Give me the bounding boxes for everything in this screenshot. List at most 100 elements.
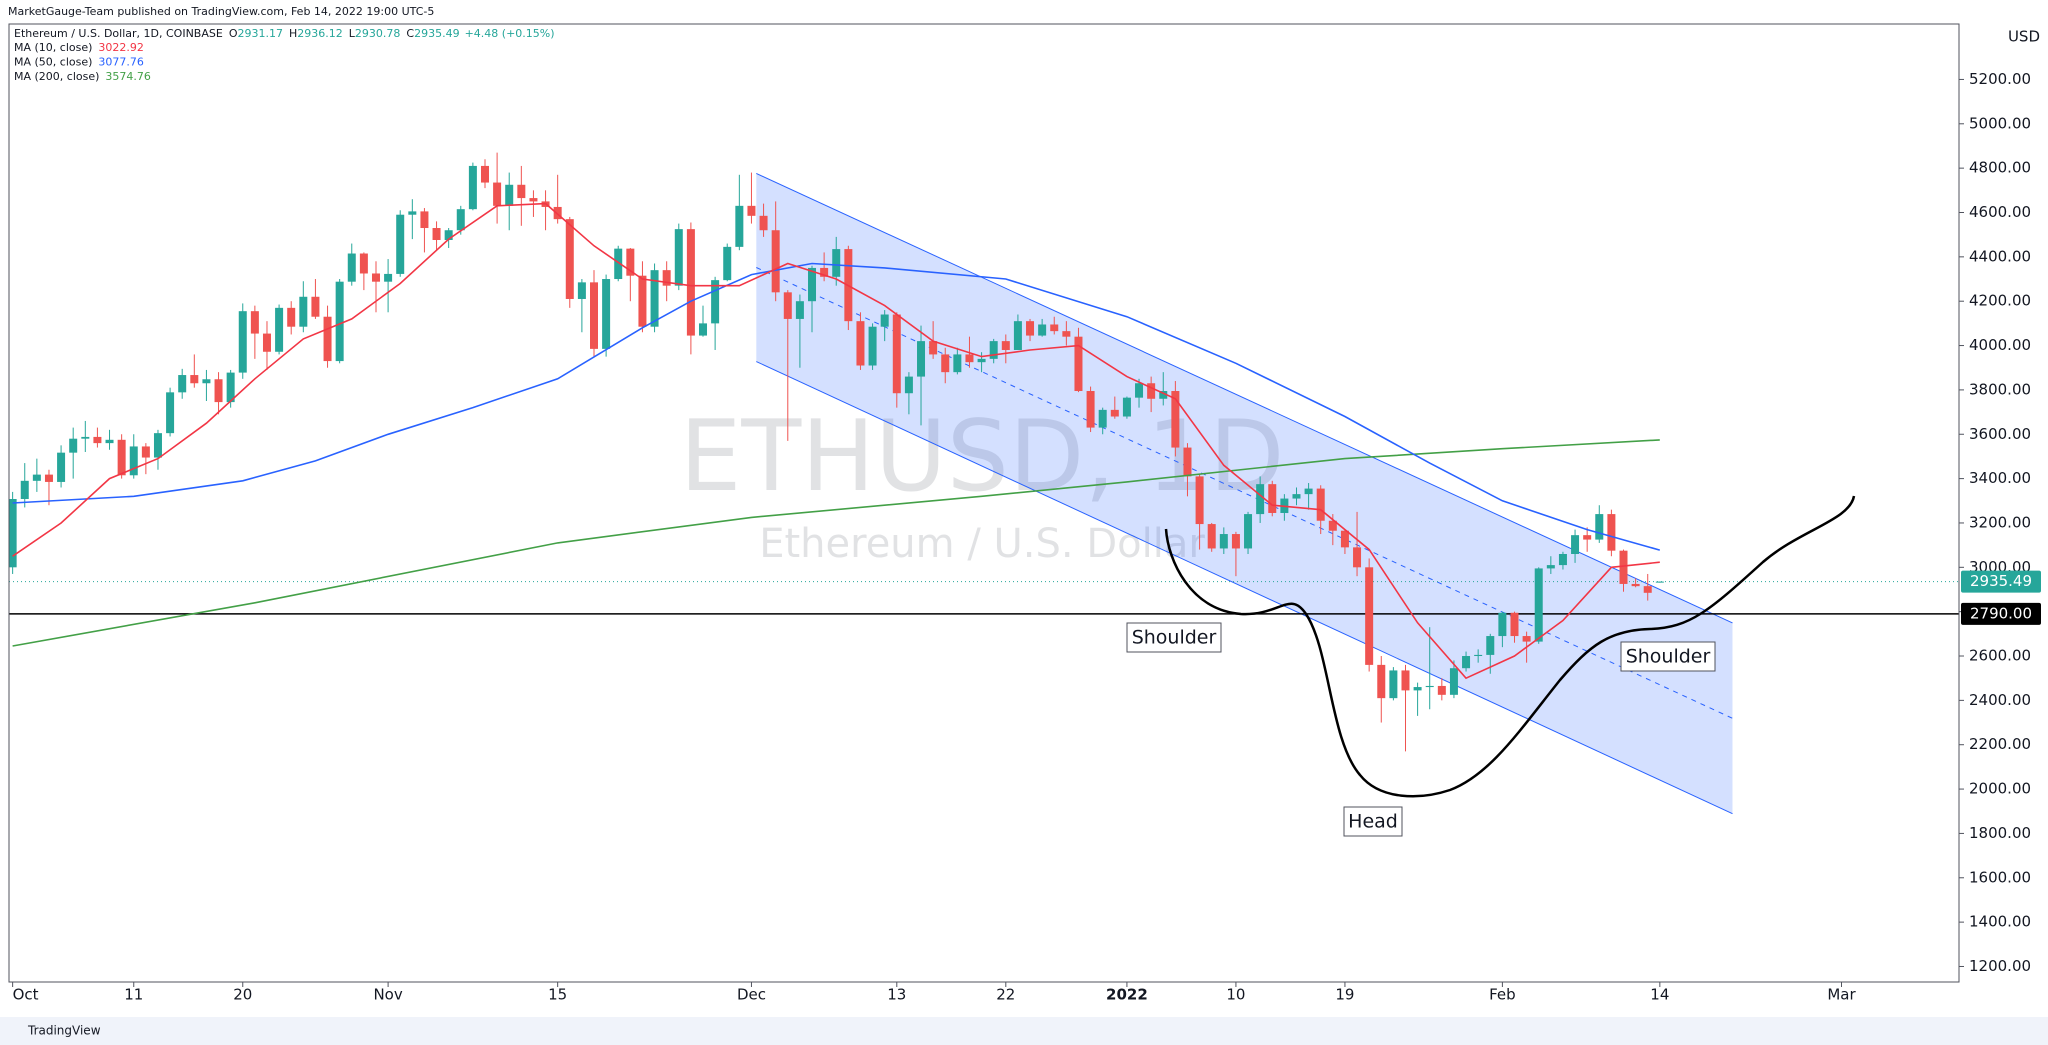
- candle-body: [771, 230, 780, 293]
- candle-body: [1340, 530, 1349, 548]
- level-tag-label: 2790.00: [1970, 604, 2032, 622]
- candle-body: [1074, 336, 1083, 392]
- candle-body: [529, 198, 538, 202]
- candle-body: [892, 314, 901, 394]
- legend-ma-row: MA (10, close) 3022.92: [14, 41, 144, 54]
- candle-body: [1425, 685, 1434, 688]
- channel-upper: [756, 173, 1733, 624]
- candle-body: [432, 228, 441, 240]
- candle-body: [1462, 656, 1471, 669]
- candle-body: [323, 316, 332, 362]
- legend-title-row: Ethereum / U.S. Dollar, 1D, COINBASE O293…: [14, 27, 555, 40]
- ohlc-value: 2930.78: [355, 27, 401, 40]
- y-tick-label: 4800.00: [1969, 159, 2031, 177]
- candle-body: [1631, 583, 1640, 587]
- legend-ma-row: MA (50, close) 3077.76: [14, 56, 144, 69]
- candle-body: [577, 282, 586, 299]
- annotation: Head: [1348, 811, 1398, 833]
- y-tick-label: 3200.00: [1969, 513, 2031, 531]
- candle-body: [250, 311, 259, 334]
- candle-body: [408, 211, 417, 215]
- x-tick-label: Feb: [1489, 986, 1516, 1004]
- candle-body: [917, 341, 926, 377]
- candle-body: [941, 354, 950, 373]
- level-tag: [1961, 602, 2041, 625]
- candle-body: [674, 229, 683, 286]
- candle-body: [929, 341, 938, 355]
- candle-body: [1365, 567, 1374, 665]
- x-tick-label: 2022: [1106, 986, 1148, 1004]
- y-tick-label: 2000.00: [1969, 780, 2031, 798]
- candle-body: [1001, 341, 1010, 350]
- y-tick-label: 5000.00: [1969, 114, 2031, 132]
- candle-body: [1607, 514, 1616, 551]
- candle-body: [856, 321, 865, 366]
- candle-body: [747, 205, 756, 216]
- x-tick-label: Oct: [13, 986, 39, 1004]
- channel-lower: [756, 361, 1733, 815]
- y-tick-label: 5200.00: [1969, 70, 2031, 88]
- candle-body: [1534, 568, 1543, 642]
- candle-body: [1110, 409, 1119, 417]
- x-tick-label: 20: [233, 986, 252, 1004]
- candle-body: [662, 270, 671, 286]
- candle-body: [129, 446, 138, 476]
- candle-body: [1171, 391, 1180, 448]
- candle-body: [396, 214, 405, 274]
- ohlc-label: L: [349, 27, 356, 40]
- candle-body: [1098, 409, 1107, 428]
- y-tick-label: 1200.00: [1969, 957, 2031, 975]
- candle-body: [153, 433, 162, 458]
- x-tick-label: 15: [548, 986, 567, 1004]
- legend-ma-value: 3574.76: [105, 70, 151, 83]
- ohlc-change: +4.48 (+0.15%): [465, 27, 555, 40]
- candle-body: [1449, 668, 1458, 695]
- candle-body: [214, 379, 223, 403]
- moving-average-line: [12, 202, 1660, 680]
- candle-body: [1062, 331, 1071, 337]
- x-tick-label: Nov: [373, 986, 402, 1004]
- y-tick-label: 1800.00: [1969, 824, 2031, 842]
- candle-body: [117, 439, 126, 476]
- candle-body: [1389, 670, 1398, 699]
- candle-body: [226, 372, 235, 403]
- candle-body: [795, 301, 804, 319]
- y-tick-label: 2400.00: [1969, 691, 2031, 709]
- candle-body: [81, 436, 90, 439]
- x-tick-label: 19: [1335, 986, 1354, 1004]
- candle-body: [190, 375, 199, 384]
- ohlc-value: 2936.12: [297, 27, 343, 40]
- candle-body: [638, 275, 647, 327]
- candle-body: [1135, 383, 1144, 398]
- candle-body: [44, 474, 53, 482]
- moving-average-line: [12, 262, 1661, 551]
- candle-body: [335, 281, 344, 362]
- y-tick-label: 3600.00: [1969, 425, 2031, 443]
- candle-body: [1401, 670, 1410, 691]
- candle-body: [1546, 565, 1555, 569]
- candle-body: [480, 165, 489, 183]
- candle-body: [1256, 484, 1265, 515]
- candle-body: [359, 253, 368, 274]
- candle-body: [1292, 494, 1301, 499]
- candle-body: [347, 253, 356, 282]
- legend-ma-name: MA (200, close): [14, 70, 99, 83]
- candle-body: [1595, 514, 1604, 540]
- axes: 1200.00 1400.00 1600.00 1800.00 2000.00 2200.…: [12, 70, 2041, 1004]
- candle-body: [1050, 324, 1059, 332]
- x-tick-label: 22: [996, 986, 1015, 1004]
- candle-body: [1244, 514, 1253, 549]
- candle-body: [1522, 636, 1531, 642]
- candle-body: [1619, 550, 1628, 584]
- candle-body: [783, 292, 792, 319]
- legend-title: Ethereum / U.S. Dollar, 1D, COINBASE: [14, 27, 223, 40]
- candle-body: [614, 248, 623, 280]
- candle-body: [1122, 397, 1131, 417]
- candle-body: [505, 184, 514, 206]
- legend-ma-value: 3022.92: [98, 41, 144, 54]
- y-tick-label: 1400.00: [1969, 913, 2031, 931]
- footer-brand: TradingView: [27, 1024, 101, 1038]
- candle-body: [953, 354, 962, 373]
- candle-body: [977, 358, 986, 363]
